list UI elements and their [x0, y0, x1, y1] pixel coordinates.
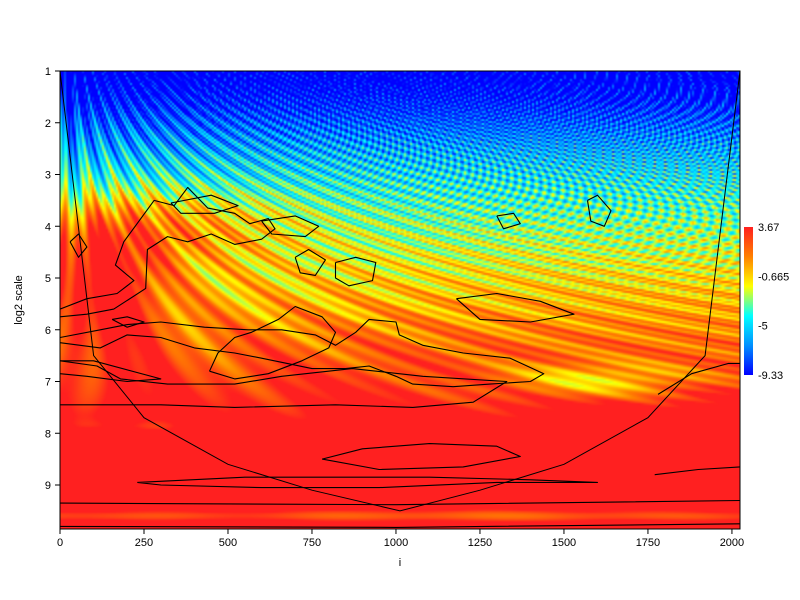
- y-tick-label: 5: [45, 273, 51, 285]
- significance-contour: [321, 443, 521, 471]
- y-tick-label: 2: [45, 118, 51, 130]
- x-axis: 0 250 500 750 1000 1250 1500 1750 2000: [57, 528, 744, 549]
- x-tick-label: 1000: [384, 537, 408, 549]
- significance-contour: [654, 466, 740, 476]
- significance-contours: [60, 186, 740, 528]
- colorbar-tick-label: 3.67: [758, 222, 779, 234]
- x-tick-label: 0: [57, 537, 63, 549]
- significance-contour: [60, 360, 162, 383]
- significance-contour: [586, 194, 612, 227]
- significance-contour: [60, 318, 545, 388]
- y-axis-title: log2 scale: [13, 275, 25, 325]
- significance-contour: [69, 233, 88, 258]
- plot-area: [59, 70, 741, 530]
- significance-contour: [209, 305, 337, 380]
- significance-contour: [60, 186, 276, 318]
- significance-contour: [456, 292, 575, 323]
- y-tick-label: 8: [45, 428, 51, 440]
- significance-contour: [334, 256, 377, 287]
- y-tick-label: 6: [45, 325, 51, 337]
- significance-contour: [496, 212, 521, 230]
- x-axis-title: i: [399, 557, 401, 569]
- power-heatmap: [60, 71, 740, 529]
- y-tick-label: 9: [45, 480, 51, 492]
- significance-contour: [60, 523, 740, 528]
- y-tick-label: 7: [45, 377, 51, 389]
- significance-contour: [60, 499, 740, 506]
- x-tick-label: 750: [303, 537, 321, 549]
- significance-contour: [170, 194, 239, 214]
- colorbar-tick-label: -5: [758, 321, 768, 333]
- y-tick-label: 3: [45, 170, 51, 182]
- x-tick-label: 1250: [468, 537, 492, 549]
- colorbar-fill: [744, 227, 753, 375]
- y-axis: 1 2 3 4 5 6 7 8 9: [45, 66, 61, 529]
- significance-contour: [657, 362, 740, 395]
- colorbar: 3.67 -0.665 -5 -9.33: [744, 222, 789, 382]
- significance-contour: [60, 360, 508, 408]
- significance-contour: [294, 248, 326, 276]
- x-tick-label: 1750: [636, 537, 660, 549]
- significance-contour: [111, 316, 145, 328]
- colorbar-tick-label: -0.665: [758, 271, 789, 283]
- x-tick-label: 2000: [720, 537, 744, 549]
- y-tick-label: 1: [45, 66, 51, 78]
- x-tick-label: 500: [219, 537, 237, 549]
- significance-contour: [261, 215, 320, 238]
- x-tick-label: 1500: [552, 537, 576, 549]
- cone-of-influence: [60, 71, 740, 512]
- x-tick-label: 250: [135, 537, 153, 549]
- colorbar-tick-label: -9.33: [758, 370, 783, 382]
- y-tick-label: 4: [45, 221, 51, 233]
- significance-contour: [137, 476, 599, 489]
